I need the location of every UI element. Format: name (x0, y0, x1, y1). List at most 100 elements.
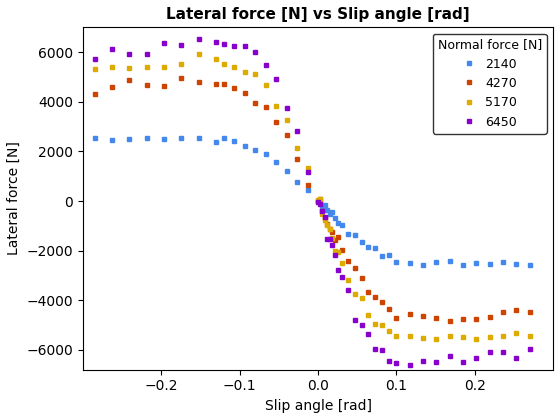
4270 (345, 258, 352, 263)
4270 (329, 229, 336, 234)
5170 (393, 333, 400, 338)
5170 (109, 64, 115, 69)
6450 (213, 39, 220, 45)
5170 (241, 69, 248, 74)
5170 (345, 277, 352, 282)
4270 (365, 289, 372, 294)
4270 (486, 315, 493, 320)
6450 (332, 252, 338, 257)
2140 (304, 187, 311, 192)
5170 (334, 250, 341, 255)
4270 (358, 276, 365, 281)
4270 (178, 75, 185, 80)
2140 (252, 147, 259, 152)
5170 (365, 312, 372, 318)
6450 (407, 363, 413, 368)
2140 (433, 259, 440, 264)
5170 (446, 333, 453, 338)
6450 (473, 355, 479, 360)
6450 (379, 347, 385, 352)
6450 (143, 52, 150, 57)
5170 (500, 334, 506, 339)
2140 (486, 261, 493, 266)
2140 (473, 260, 479, 265)
2140 (393, 260, 400, 265)
4270 (321, 215, 328, 220)
4270 (316, 197, 323, 202)
4270 (241, 91, 248, 96)
2140 (345, 231, 352, 236)
2140 (213, 139, 220, 144)
6450 (324, 237, 330, 242)
2140 (446, 259, 453, 264)
5170 (385, 329, 392, 334)
2140 (315, 198, 321, 203)
5170 (319, 211, 325, 216)
X-axis label: Slip angle [rad]: Slip angle [rad] (264, 399, 371, 413)
2140 (365, 244, 372, 249)
5170 (273, 104, 279, 109)
6450 (294, 129, 301, 134)
4270 (283, 133, 290, 138)
Line: 4270: 4270 (92, 76, 531, 323)
4270 (263, 105, 269, 110)
2140 (231, 139, 238, 144)
6450 (263, 62, 269, 67)
5170 (231, 64, 238, 69)
6450 (460, 360, 466, 365)
6450 (315, 199, 321, 204)
6450 (446, 354, 453, 359)
5170 (407, 333, 413, 339)
6450 (372, 346, 379, 352)
2140 (324, 207, 330, 213)
6450 (195, 36, 202, 41)
4270 (332, 237, 338, 242)
6450 (433, 359, 440, 364)
2140 (161, 137, 167, 142)
4270 (91, 92, 98, 97)
5170 (315, 198, 321, 203)
5170 (263, 82, 269, 87)
5170 (294, 145, 301, 150)
6450 (304, 170, 311, 175)
5170 (338, 260, 345, 265)
5170 (358, 295, 365, 300)
4270 (221, 82, 227, 87)
4270 (379, 299, 385, 304)
2140 (338, 223, 345, 228)
2140 (316, 200, 323, 205)
6450 (393, 360, 400, 365)
4270 (231, 86, 238, 91)
2140 (283, 168, 290, 173)
5170 (283, 117, 290, 122)
5170 (221, 62, 227, 67)
6450 (109, 47, 115, 52)
6450 (526, 346, 533, 352)
5170 (195, 52, 202, 57)
6450 (513, 356, 520, 361)
5170 (379, 323, 385, 328)
2140 (372, 246, 379, 251)
6450 (365, 331, 372, 336)
5170 (126, 66, 133, 71)
4270 (513, 307, 520, 312)
5170 (526, 333, 533, 339)
6450 (345, 287, 352, 292)
2140 (513, 261, 520, 266)
5170 (419, 336, 426, 341)
6450 (500, 349, 506, 354)
4270 (126, 78, 133, 83)
2140 (109, 138, 115, 143)
2140 (352, 232, 358, 237)
6450 (338, 274, 345, 279)
4270 (526, 309, 533, 314)
4270 (319, 208, 325, 213)
5170 (91, 66, 98, 71)
2140 (178, 135, 185, 140)
5170 (332, 248, 338, 253)
6450 (358, 323, 365, 328)
5170 (433, 336, 440, 341)
4270 (419, 313, 426, 318)
2140 (332, 215, 338, 220)
4270 (326, 226, 333, 231)
